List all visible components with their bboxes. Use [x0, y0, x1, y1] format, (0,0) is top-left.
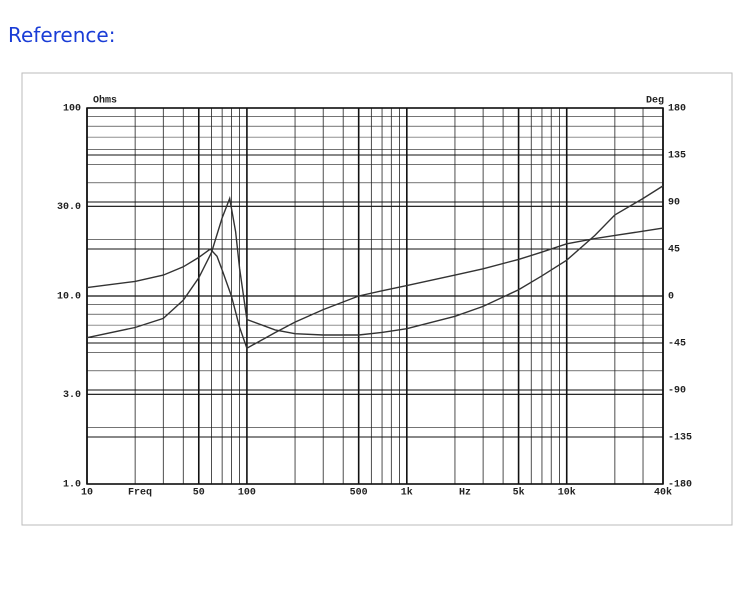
plot-border — [86, 107, 664, 485]
heading: Reference: — [8, 23, 115, 47]
x-tick-label: 5k — [513, 487, 525, 499]
x-tick-label: 50 — [193, 488, 205, 499]
x-tick-label: 40k — [654, 487, 672, 499]
series-line — [86, 227, 664, 350]
x-tick-label: 1k — [401, 487, 413, 499]
x-tick-label: 10 — [81, 488, 93, 499]
chart-frame — [21, 72, 733, 526]
y2-tick-label: -90 — [668, 386, 686, 397]
y-tick-label: 10.0 — [57, 292, 81, 303]
y-tick-label: 3.0 — [63, 390, 81, 401]
y2-tick-label: 45 — [668, 245, 680, 256]
y2-tick-label: -135 — [668, 433, 692, 444]
y2-tick-label: 135 — [668, 151, 686, 162]
x-tick-label: 10k — [558, 487, 576, 499]
series-line — [86, 185, 664, 339]
y-tick-label: 1.0 — [63, 480, 81, 491]
y2-tick-label: -45 — [668, 339, 686, 350]
y2-tick-label: 180 — [668, 104, 686, 115]
x-axis-label: Freq — [128, 488, 152, 499]
y2-tick-label: 0 — [668, 292, 674, 303]
y2-tick-label: 90 — [668, 198, 680, 209]
y-axis-label: Ohms — [93, 95, 117, 107]
y2-tick-label: -180 — [668, 480, 692, 491]
y-tick-label: 30.0 — [57, 202, 81, 213]
x-tick-label: 500 — [350, 488, 368, 499]
x-tick-label: 100 — [238, 488, 256, 499]
y2-axis-label: Deg — [646, 96, 664, 107]
y-tick-label: 100 — [63, 104, 81, 115]
x-axis-unit: Hz — [459, 488, 471, 499]
